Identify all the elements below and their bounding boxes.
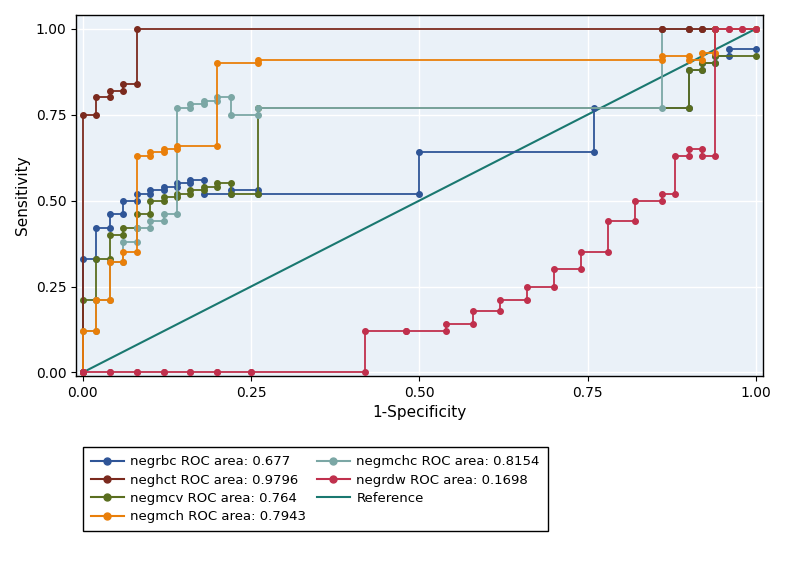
X-axis label: 1-Specificity: 1-Specificity [372, 405, 467, 420]
Legend: negrbc ROC area: 0.677, neghct ROC area: 0.9796, negmcv ROC area: 0.764, negmch : negrbc ROC area: 0.677, neghct ROC area:… [83, 448, 548, 531]
Y-axis label: Sensitivity: Sensitivity [15, 155, 30, 235]
